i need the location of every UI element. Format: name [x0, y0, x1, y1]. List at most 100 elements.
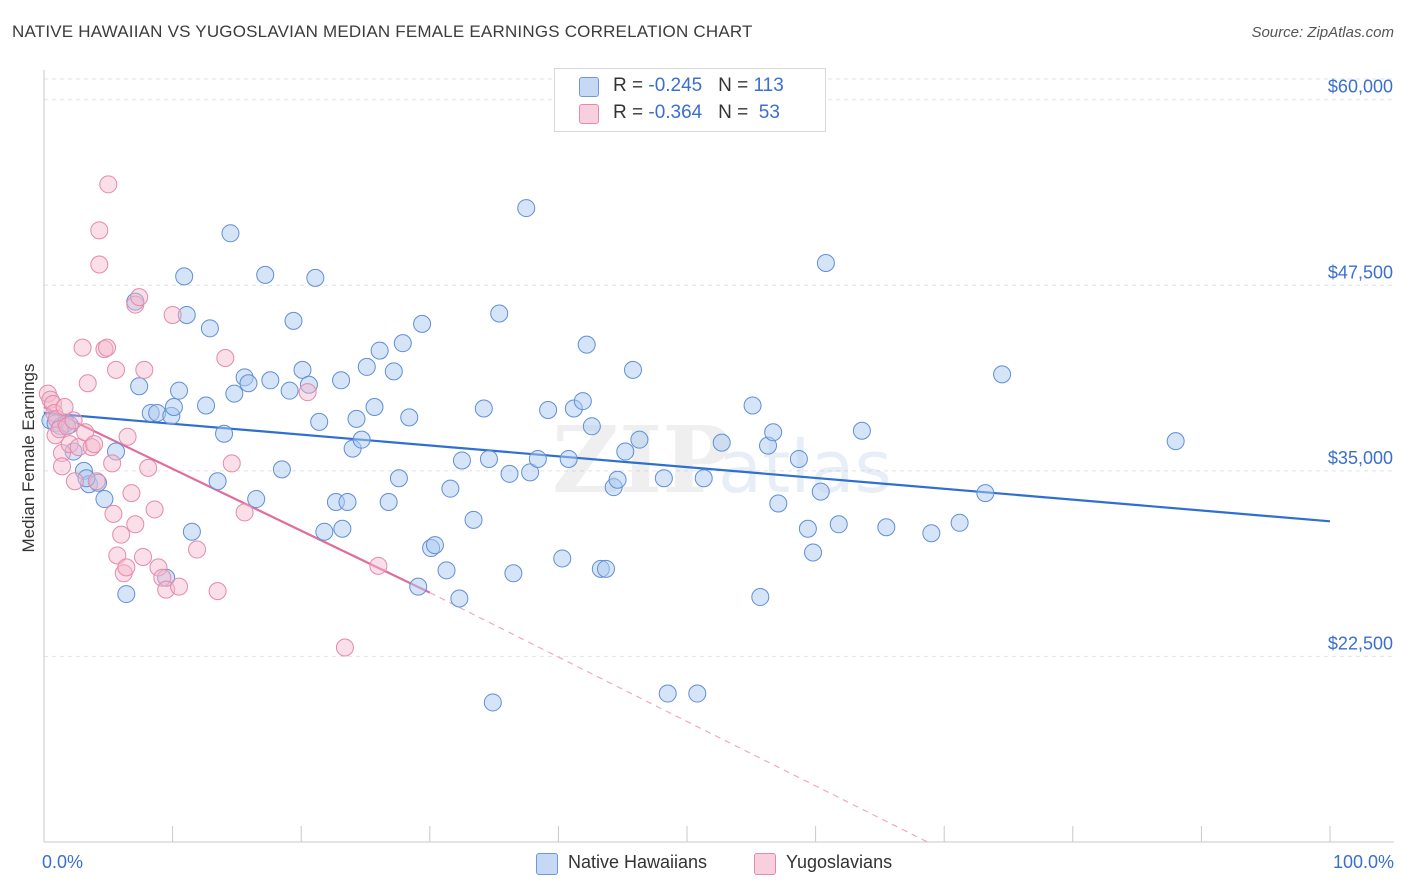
native-point-53	[393, 334, 412, 353]
native-point-43	[338, 493, 357, 512]
bottom-legend-swatch-native	[536, 853, 558, 875]
native-point-48	[365, 398, 384, 417]
yugo-point-32	[117, 558, 136, 577]
native-point-74	[553, 549, 572, 568]
native-point-36	[293, 360, 312, 379]
native-point-98	[798, 519, 817, 538]
native-point-97	[789, 449, 808, 468]
bottom-legend-yugo: Yugoslavians	[754, 852, 924, 876]
native-point-52	[389, 469, 408, 488]
yugo-point-38	[134, 547, 153, 566]
yugo-point-8	[53, 457, 72, 476]
native-hawaiian-points	[41, 199, 1185, 712]
native-point-51	[384, 362, 403, 381]
yugoslavian-points	[38, 175, 388, 657]
native-point-91	[712, 433, 731, 452]
yugo-point-37	[130, 288, 149, 307]
native-point-102	[829, 515, 848, 534]
native-point-81	[596, 559, 615, 578]
native-point-95	[764, 423, 783, 442]
native-point-66	[483, 693, 502, 712]
legend-swatch-native	[579, 77, 599, 97]
native-point-55	[409, 577, 428, 596]
native-point-69	[504, 564, 523, 583]
source-label: Source: ZipAtlas.com	[1251, 24, 1394, 41]
native-point-31	[256, 265, 275, 284]
native-point-101	[816, 254, 835, 272]
yugo-point-20	[87, 472, 106, 491]
yugo-point-49	[216, 349, 235, 368]
native-point-40	[315, 522, 334, 541]
watermark-zip: ZIP	[552, 406, 731, 514]
native-point-39	[310, 412, 329, 431]
yugo-point-34	[122, 484, 141, 503]
y-axis-title: Median Female Earnings	[19, 364, 38, 553]
x-axis-min-label: 0.0%	[42, 852, 84, 872]
yugo-point-24	[98, 338, 117, 357]
native-point-22	[197, 396, 216, 415]
native-point-21	[182, 522, 201, 541]
native-point-64	[474, 399, 493, 418]
native-point-61	[450, 589, 469, 608]
legend-swatch-yugo	[579, 104, 599, 124]
legend-text-yugo: R = -0.364 N = 53	[613, 102, 780, 123]
native-point-83	[608, 470, 627, 489]
yugo-point-17	[78, 374, 97, 393]
yugo-point-22	[90, 255, 109, 274]
native-point-73	[539, 400, 558, 419]
native-point-84	[616, 442, 635, 461]
native-point-58	[425, 536, 444, 555]
native-point-17	[164, 398, 183, 417]
native-point-45	[347, 409, 366, 428]
yugo-point-54	[369, 556, 388, 575]
yugo-point-53	[335, 638, 354, 657]
trend-lines	[43, 406, 1331, 843]
native-point-109	[1166, 432, 1185, 451]
yugo-point-45	[163, 305, 182, 324]
native-point-34	[280, 381, 299, 400]
y-tick-label-2: $47,500	[1328, 262, 1393, 282]
native-point-33	[272, 460, 291, 479]
native-point-112	[333, 519, 352, 538]
native-point-72	[528, 449, 547, 468]
native-point-96	[769, 494, 788, 513]
native-point-62	[452, 451, 471, 470]
y-tick-label-1: $35,000	[1328, 448, 1393, 468]
x-axis-max-label: 100.0%	[1332, 852, 1394, 872]
native-point-79	[582, 417, 601, 436]
native-point-90	[694, 469, 713, 488]
yugo-point-14	[69, 438, 88, 457]
legend-text-native: R = -0.245 N = 113	[613, 75, 784, 96]
trend-line-native	[43, 411, 1331, 523]
native-point-42	[332, 371, 351, 390]
yugo-point-41	[145, 500, 164, 519]
native-point-23	[200, 319, 219, 338]
yugo-point-12	[64, 411, 83, 430]
native-point-18	[170, 381, 189, 400]
native-point-87	[654, 469, 673, 488]
native-point-67	[490, 304, 509, 323]
native-point-77	[573, 392, 592, 411]
native-point-54	[400, 408, 419, 427]
native-point-68	[500, 464, 519, 483]
yugo-point-27	[104, 504, 123, 523]
gridlines	[44, 78, 1394, 657]
native-point-25	[215, 424, 234, 443]
native-point-111	[77, 469, 96, 488]
yugo-point-46	[170, 577, 189, 596]
yugo-point-47	[188, 540, 207, 559]
native-point-86	[630, 430, 649, 449]
native-point-46	[352, 430, 371, 449]
yugo-point-33	[118, 427, 137, 446]
bottom-legend-swatch-yugo	[754, 853, 776, 875]
yugo-point-48	[208, 582, 227, 601]
y-tick-label-0: $22,500	[1328, 633, 1393, 653]
native-point-107	[976, 484, 995, 503]
native-point-35	[284, 311, 303, 330]
yugo-point-25	[99, 175, 118, 194]
yugo-point-52	[298, 383, 317, 402]
native-point-88	[658, 684, 677, 703]
native-point-65	[479, 449, 498, 468]
native-point-32	[261, 371, 280, 390]
yugo-point-50	[222, 454, 241, 473]
